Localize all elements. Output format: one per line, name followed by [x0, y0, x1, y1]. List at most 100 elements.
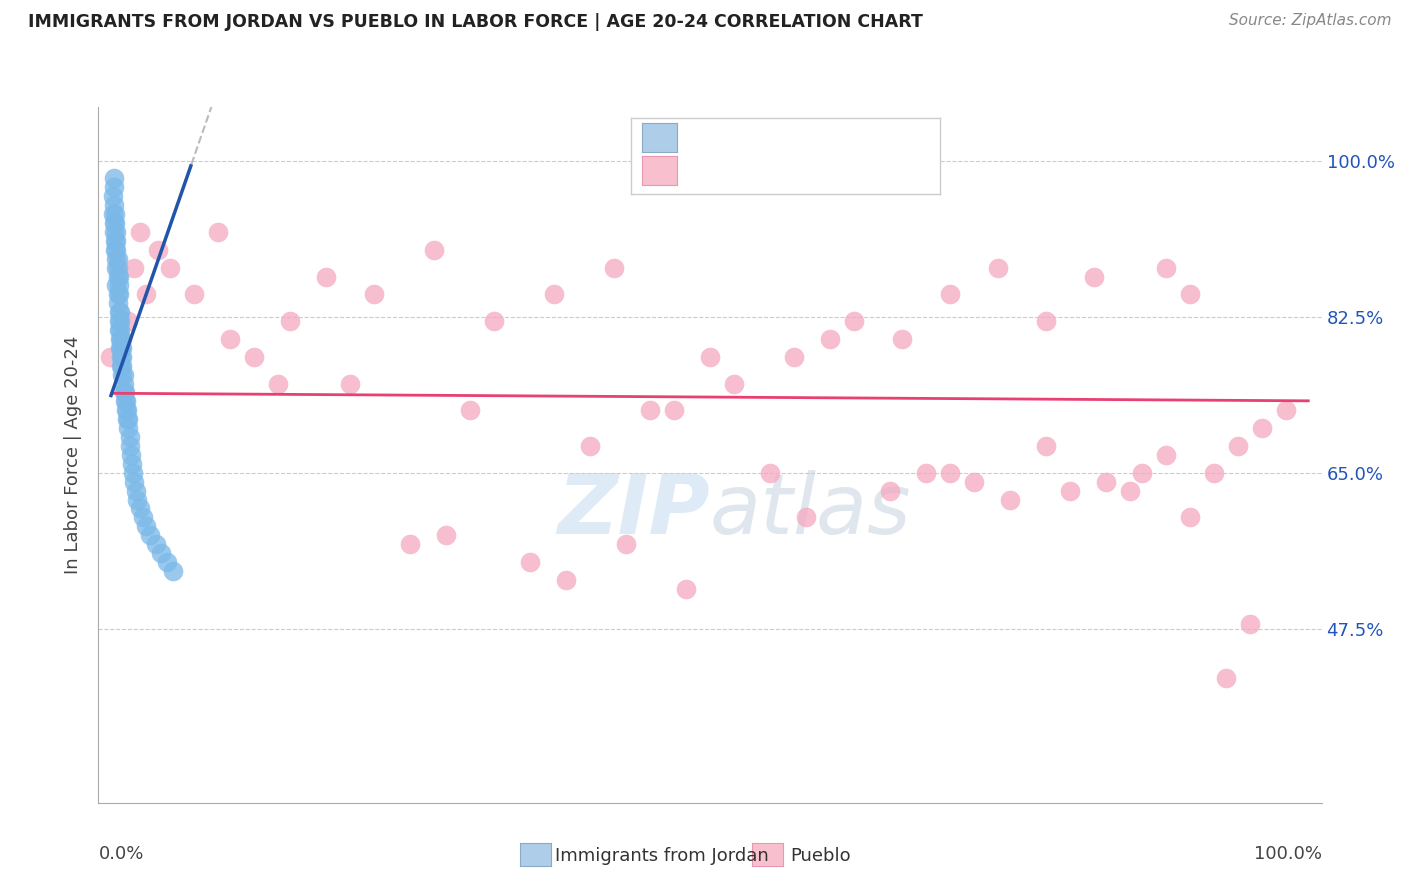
- Point: [105, 234, 128, 248]
- Point: [105, 243, 128, 257]
- Point: [110, 350, 132, 364]
- Point: [105, 225, 128, 239]
- Point: [101, 207, 124, 221]
- Point: [139, 528, 162, 542]
- Point: [111, 368, 134, 382]
- Text: Immigrants from Jordan: Immigrants from Jordan: [555, 847, 769, 864]
- Point: [794, 510, 817, 524]
- Point: [315, 269, 337, 284]
- Point: [114, 385, 136, 400]
- Point: [104, 207, 127, 221]
- Point: [1130, 466, 1153, 480]
- Point: [104, 243, 127, 257]
- Point: [108, 269, 131, 284]
- Point: [118, 439, 141, 453]
- Point: [103, 180, 125, 194]
- Point: [117, 421, 139, 435]
- Point: [108, 323, 131, 337]
- Point: [1250, 421, 1272, 435]
- Point: [339, 376, 361, 391]
- Point: [108, 278, 131, 293]
- Point: [1035, 439, 1057, 453]
- Point: [842, 314, 865, 328]
- Point: [278, 314, 301, 328]
- Point: [124, 475, 146, 489]
- Point: [103, 216, 125, 230]
- Point: [1119, 483, 1142, 498]
- Point: [519, 555, 541, 569]
- Point: [108, 314, 131, 328]
- Point: [132, 510, 155, 524]
- Point: [125, 492, 148, 507]
- Point: [1239, 617, 1261, 632]
- Point: [434, 528, 457, 542]
- Point: [482, 314, 505, 328]
- Text: 63: 63: [831, 159, 859, 178]
- Point: [579, 439, 602, 453]
- Point: [987, 260, 1010, 275]
- Point: [111, 359, 134, 373]
- Point: [890, 332, 912, 346]
- Point: [115, 403, 138, 417]
- Point: [112, 368, 135, 382]
- Point: [124, 260, 146, 275]
- Point: [1178, 287, 1201, 301]
- Point: [112, 385, 135, 400]
- Point: [149, 546, 172, 560]
- Point: [915, 466, 938, 480]
- Point: [818, 332, 841, 346]
- Text: 100.0%: 100.0%: [1254, 845, 1322, 863]
- Point: [107, 296, 129, 310]
- Point: [159, 260, 181, 275]
- Point: [458, 403, 481, 417]
- Point: [363, 287, 385, 301]
- Point: [219, 332, 242, 346]
- Y-axis label: In Labor Force | Age 20-24: In Labor Force | Age 20-24: [65, 335, 83, 574]
- Point: [105, 260, 128, 275]
- Text: Pueblo: Pueblo: [790, 847, 851, 864]
- Point: [1202, 466, 1225, 480]
- Point: [1178, 510, 1201, 524]
- Point: [1059, 483, 1081, 498]
- Point: [110, 341, 132, 355]
- Point: [121, 457, 143, 471]
- Point: [267, 376, 290, 391]
- Point: [103, 171, 125, 186]
- Point: [183, 287, 205, 301]
- Text: -0.022: -0.022: [723, 159, 793, 178]
- Text: Source: ZipAtlas.com: Source: ZipAtlas.com: [1229, 13, 1392, 29]
- Point: [1083, 269, 1105, 284]
- Point: [1154, 260, 1177, 275]
- Point: [124, 483, 146, 498]
- Point: [104, 216, 127, 230]
- Point: [783, 350, 806, 364]
- Text: ZIP: ZIP: [557, 470, 710, 551]
- Point: [129, 225, 152, 239]
- Point: [207, 225, 229, 239]
- Point: [399, 537, 422, 551]
- Point: [1274, 403, 1296, 417]
- Point: [108, 287, 131, 301]
- Point: [423, 243, 446, 257]
- Point: [998, 492, 1021, 507]
- Text: R =: R =: [683, 123, 727, 142]
- Point: [105, 252, 128, 266]
- Point: [135, 287, 157, 301]
- Point: [108, 305, 131, 319]
- Point: [638, 403, 661, 417]
- Point: [111, 341, 134, 355]
- Point: [107, 260, 129, 275]
- Point: [111, 350, 134, 364]
- Point: [148, 243, 170, 257]
- Point: [117, 314, 139, 328]
- Point: [103, 225, 125, 239]
- Point: [110, 359, 132, 373]
- Point: [103, 198, 125, 212]
- Point: [662, 403, 685, 417]
- Point: [108, 332, 131, 346]
- Point: [1035, 314, 1057, 328]
- Point: [108, 341, 131, 355]
- Point: [108, 314, 131, 328]
- Point: [115, 403, 138, 417]
- Point: [115, 412, 138, 426]
